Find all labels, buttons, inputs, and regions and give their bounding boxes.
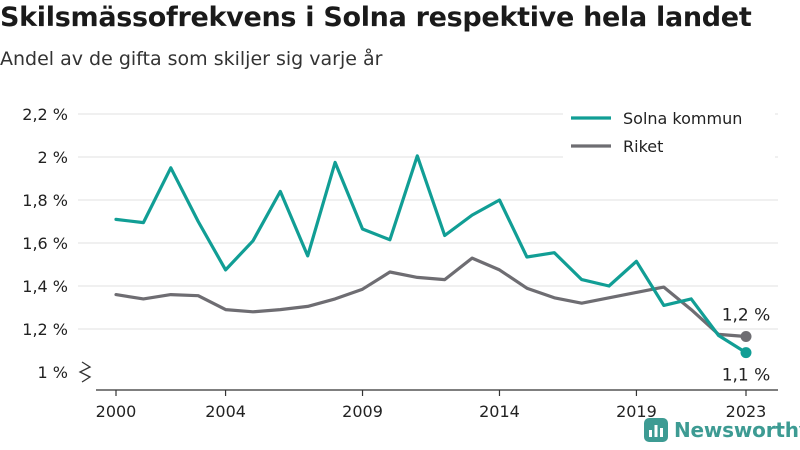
newsworthy-logo: Newsworthy xyxy=(644,418,800,442)
legend-background xyxy=(563,104,775,160)
y-tick-label: 1 % xyxy=(38,363,68,382)
y-tick-label: 1,2 % xyxy=(22,320,68,339)
y-axis-ticks: 1 % 1,2 % 1,4 % 1,6 % 1,8 % 2 % 2,2 % xyxy=(22,105,68,382)
x-tick-label: 2004 xyxy=(205,402,246,421)
x-tick-label: 2023 xyxy=(726,402,767,421)
x-tick-label: 2019 xyxy=(616,402,657,421)
y-tick-label: 1,4 % xyxy=(22,277,68,296)
y-tick-label: 2 % xyxy=(38,148,68,167)
series-end-label: 1,1 % xyxy=(722,366,771,386)
y-tick-label: 2,2 % xyxy=(22,105,68,124)
chart-subtitle: Andel av de gifta som skiljer sig varje … xyxy=(0,48,383,70)
y-tick-label: 1,6 % xyxy=(22,234,68,253)
series-line xyxy=(114,256,748,339)
x-axis-ticks: 2000 2004 2009 2014 2019 2023 xyxy=(96,390,767,421)
x-axis xyxy=(78,361,778,391)
axis-break-marker xyxy=(78,361,92,383)
brand-name: Newsworthy xyxy=(674,418,800,442)
chart-title: Skilsmässofrekvens i Solna respektive he… xyxy=(0,2,752,33)
x-tick-label: 2014 xyxy=(479,402,520,421)
series-end-marker xyxy=(740,347,752,359)
legend-label: Riket xyxy=(623,137,663,156)
bar-chart-logo-icon xyxy=(644,418,668,442)
x-tick-label: 2009 xyxy=(342,402,383,421)
series-end-marker xyxy=(740,331,752,343)
series-end-label: 1,2 % xyxy=(722,306,771,326)
y-tick-label: 1,8 % xyxy=(22,191,68,210)
legend-label: Solna kommun xyxy=(623,109,742,128)
series-lines: 1,1 % 1,2 % xyxy=(114,154,771,386)
x-tick-label: 2000 xyxy=(96,402,137,421)
legend: Solna kommun Riket xyxy=(563,104,775,160)
series-line xyxy=(114,154,748,355)
